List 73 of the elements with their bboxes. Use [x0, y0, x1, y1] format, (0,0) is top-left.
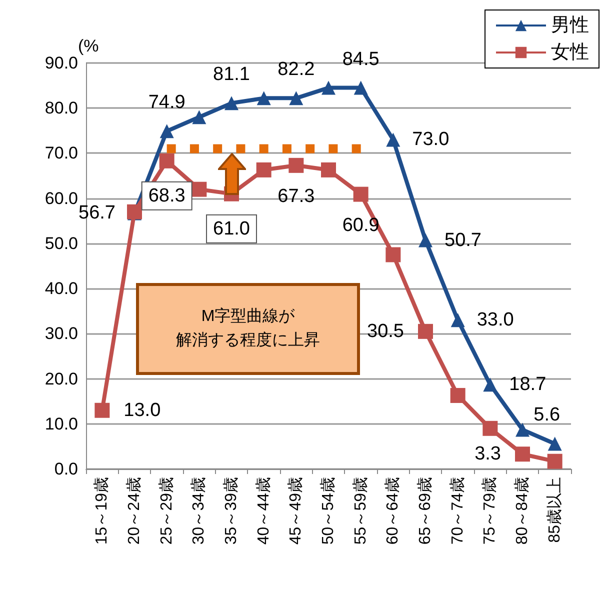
point [288, 158, 304, 173]
x-tick-label: 75～79歳 [480, 477, 499, 545]
data-label: 68.3 [148, 185, 186, 206]
data-label: 56.7 [78, 202, 116, 224]
point [515, 446, 530, 462]
point [547, 454, 562, 469]
legend-label: 女性 [551, 42, 589, 63]
y-tick-label: 90.0 [44, 54, 78, 72]
x-tick-label: 45～49歳 [286, 477, 305, 545]
point [192, 110, 206, 124]
point [256, 162, 272, 178]
x-tick-label: 30～34歳 [190, 477, 208, 545]
y-tick-label: 70.0 [44, 144, 78, 163]
callout-box: M字型曲線が 解消する程度に上昇 [136, 283, 360, 375]
point [482, 420, 498, 436]
point [353, 186, 368, 202]
y-tick-label: 30.0 [44, 324, 78, 344]
legend-label: 男性 [551, 15, 589, 36]
point [516, 422, 530, 437]
point [418, 324, 433, 339]
data-label: 81.1 [213, 64, 250, 86]
y-tick-label: 20.0 [44, 369, 78, 388]
data-label: 84.5 [342, 48, 380, 70]
point [450, 313, 465, 328]
point [321, 162, 336, 178]
y-axis-title: (% [78, 36, 99, 56]
data-label: 30.5 [367, 320, 404, 342]
annotation: M字型曲線が [201, 306, 295, 327]
x-tick-label: 85歳以上 [545, 477, 564, 543]
point [192, 182, 207, 197]
x-tick-label: 50～54歳 [319, 477, 337, 545]
point [386, 247, 401, 262]
y-tick-label: 10.0 [44, 414, 78, 434]
data-label: 67.3 [278, 186, 315, 207]
point [322, 80, 336, 95]
data-label: 13.0 [124, 400, 161, 421]
x-tick-label: 80～84歳 [513, 477, 531, 545]
x-tick-label: 20～24歳 [125, 477, 143, 545]
point [548, 436, 562, 451]
point [450, 388, 466, 403]
data-label: 74.9 [148, 92, 186, 114]
x-tick-label: 70～74歳 [448, 477, 466, 545]
y-tick-label: 40.0 [44, 279, 78, 298]
point [159, 153, 174, 168]
x-tick-label: 55～59歳 [351, 477, 370, 545]
annotation: 解消する程度に上昇 [176, 330, 320, 351]
point [94, 402, 110, 418]
y-tick-label: 50.0 [44, 234, 78, 253]
point [483, 378, 498, 392]
x-tick-label: 65～69歳 [416, 477, 434, 545]
point [289, 91, 304, 106]
y-tick-label: 0.0 [54, 460, 78, 478]
y-tick-label: 80.0 [44, 98, 78, 118]
data-label: 18.7 [509, 374, 546, 396]
x-tick-label: 40～44歳 [254, 477, 272, 545]
point [224, 96, 238, 110]
point [160, 124, 174, 138]
x-tick-label: 15～19歳 [92, 477, 111, 545]
point [354, 80, 368, 95]
x-tick-label: 35～39歳 [222, 477, 240, 545]
data-label: 5.6 [534, 404, 560, 426]
data-label: 73.0 [412, 129, 450, 150]
x-tick-label: 60～64歳 [384, 477, 402, 545]
data-label: 82.2 [278, 59, 315, 80]
x-tick-label: 25～29歳 [157, 477, 176, 545]
data-label: 61.0 [213, 218, 250, 240]
point [386, 132, 400, 147]
point [418, 233, 432, 248]
data-label: 50.7 [444, 230, 482, 251]
data-label: 33.0 [476, 310, 514, 331]
data-label: 3.3 [474, 444, 501, 465]
y-tick-label: 60.0 [44, 188, 78, 208]
point [256, 91, 271, 106]
